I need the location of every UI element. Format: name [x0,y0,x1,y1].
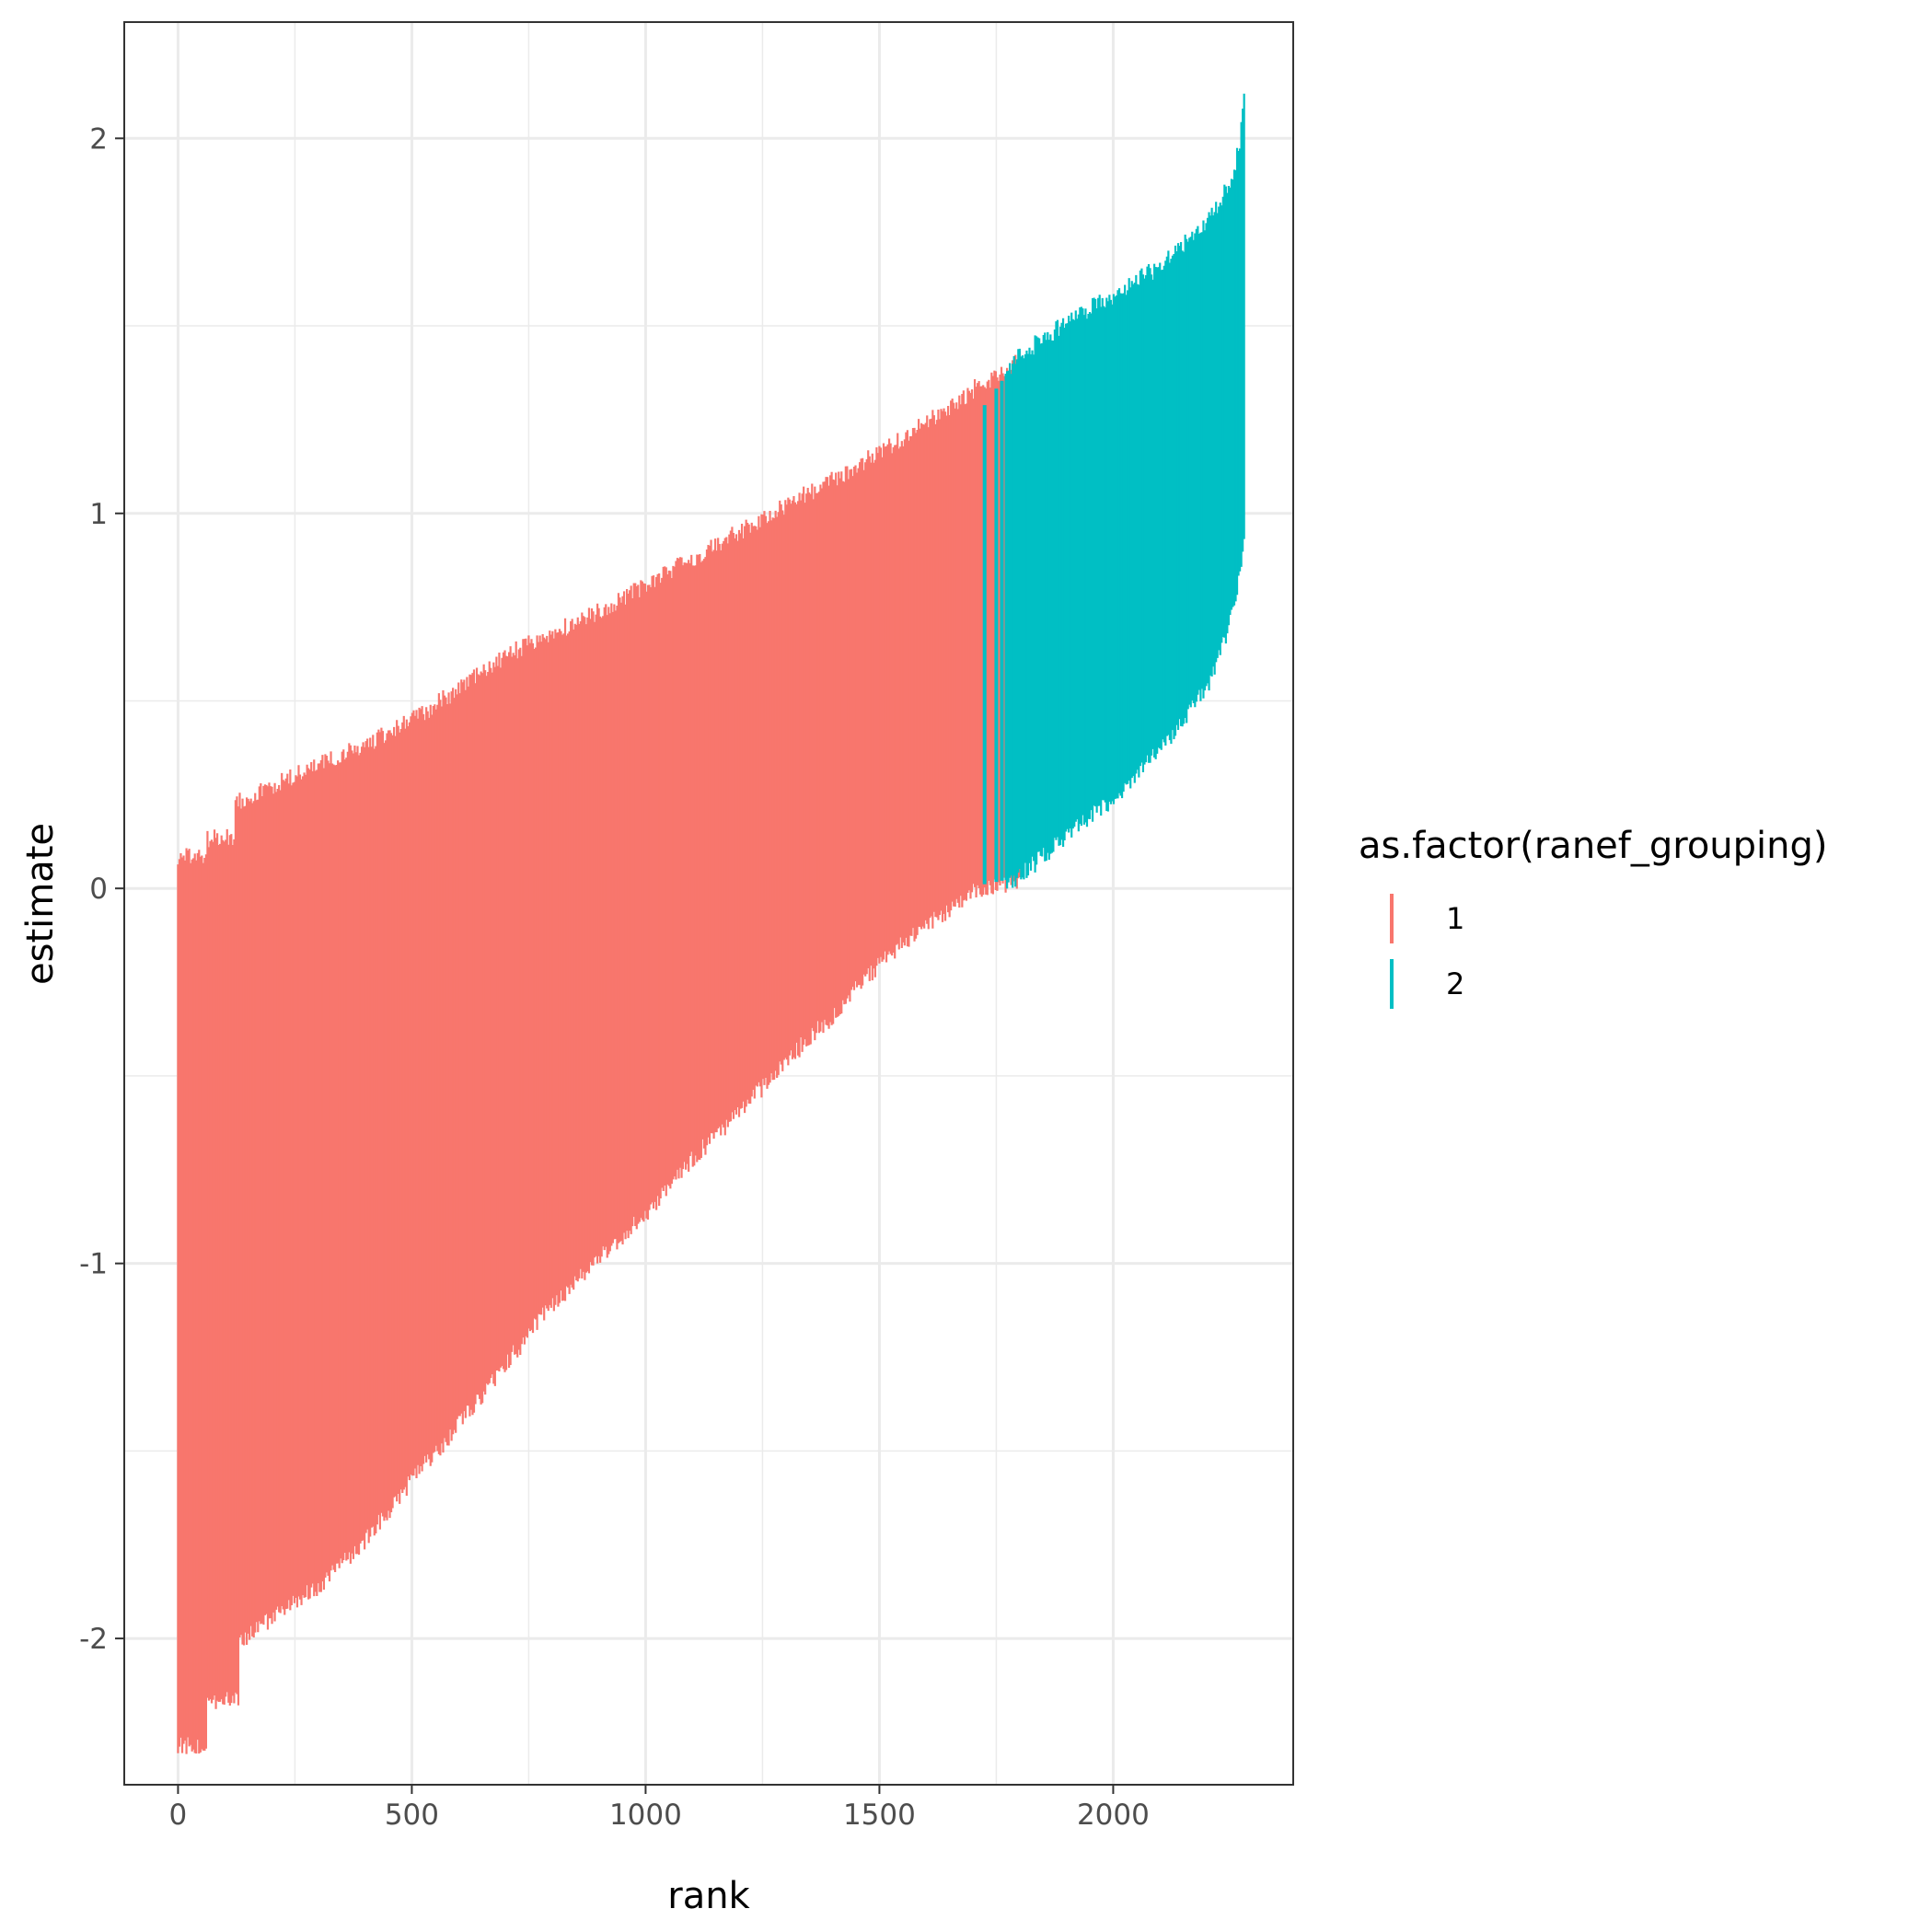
y-tick-label: -1 [79,1248,108,1281]
y-tick-label: 1 [89,498,108,531]
legend-label-2: 2 [1446,966,1464,1001]
x-axis: 0 500 1000 1500 2000 [169,1785,1150,1832]
legend: as.factor(ranef_grouping) 1 2 [1359,825,1828,1009]
y-axis-title: estimate [19,823,62,985]
series-1 [177,351,1021,1754]
y-tick-label: -2 [79,1623,108,1656]
panel-border [123,21,1294,1786]
x-tick-label: 0 [169,1799,188,1832]
series-layer [177,93,1245,1754]
x-tick-label: 500 [385,1799,439,1832]
legend-label-1: 1 [1446,901,1464,936]
series-2 [1004,93,1245,889]
x-tick-label: 1500 [843,1799,916,1832]
x-tick-label: 2000 [1077,1799,1150,1832]
y-tick-label: 2 [89,122,108,156]
y-axis: -2 -1 0 1 2 [79,122,124,1656]
x-tick-label: 1000 [609,1799,682,1832]
series-2-interleaved [982,380,1004,885]
legend-title: as.factor(ranef_grouping) [1359,825,1828,867]
y-tick-label: 0 [89,873,108,906]
x-axis-title: rank [667,1875,750,1917]
